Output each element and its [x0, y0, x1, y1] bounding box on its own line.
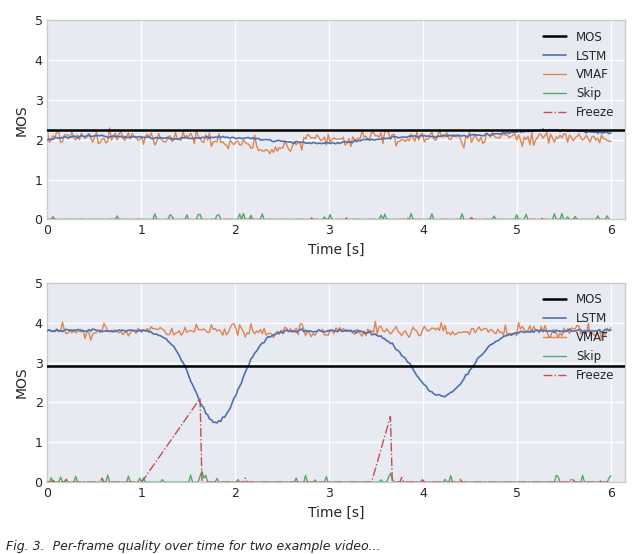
MOS [138, 363, 145, 370]
LSTM [607, 327, 615, 334]
Skip [379, 216, 387, 223]
LSTM [392, 346, 400, 353]
Freeze [247, 214, 255, 221]
VMAF [392, 323, 400, 330]
Skip [407, 210, 415, 217]
Freeze [390, 479, 398, 485]
Line: Freeze: Freeze [47, 218, 611, 219]
LSTM [381, 336, 388, 342]
VMAF [266, 150, 274, 157]
Y-axis label: MOS: MOS [15, 367, 29, 398]
VMAF [522, 136, 530, 143]
VMAF [558, 332, 566, 339]
Freeze [607, 216, 615, 223]
LSTM [332, 141, 340, 147]
LSTM [44, 136, 51, 143]
Freeze [381, 216, 388, 223]
Freeze [196, 395, 204, 402]
VMAF [607, 138, 615, 145]
VMAF [383, 127, 390, 134]
Freeze [379, 216, 387, 223]
Text: Fig. 3.  Per-frame quality over time for two example video...: Fig. 3. Per-frame quality over time for … [6, 540, 381, 553]
Skip [390, 479, 398, 485]
Legend: MOS, LSTM, VMAF, Skip, Freeze: MOS, LSTM, VMAF, Skip, Freeze [538, 289, 619, 387]
Line: LSTM: LSTM [47, 329, 611, 423]
X-axis label: Time [s]: Time [s] [308, 243, 364, 257]
Freeze [556, 216, 564, 223]
VMAF [106, 125, 113, 131]
Legend: MOS, LSTM, VMAF, Skip, Freeze: MOS, LSTM, VMAF, Skip, Freeze [538, 26, 619, 124]
VMAF [607, 324, 615, 331]
VMAF [44, 128, 51, 135]
Skip [379, 479, 387, 485]
LSTM [558, 127, 566, 134]
Freeze [381, 433, 388, 439]
Freeze [44, 479, 51, 485]
VMAF [392, 143, 400, 150]
LSTM [45, 326, 53, 333]
LSTM [44, 327, 51, 334]
Skip [45, 479, 53, 485]
Skip [520, 479, 528, 485]
Skip [556, 479, 564, 485]
LSTM [540, 126, 547, 132]
LSTM [381, 135, 388, 142]
MOS [138, 126, 145, 133]
Skip [198, 468, 206, 474]
Line: VMAF: VMAF [47, 321, 611, 340]
VMAF [381, 128, 388, 135]
Freeze [379, 439, 387, 446]
Freeze [520, 479, 528, 485]
Skip [381, 479, 388, 485]
Freeze [390, 216, 398, 223]
Freeze [607, 479, 615, 485]
VMAF [371, 318, 379, 325]
Line: LSTM: LSTM [47, 129, 611, 144]
Skip [44, 479, 51, 485]
VMAF [87, 337, 95, 343]
Skip [45, 216, 53, 223]
Line: Skip: Skip [47, 471, 611, 482]
Skip [556, 216, 564, 223]
LSTM [45, 136, 53, 142]
Line: Skip: Skip [47, 213, 611, 219]
Skip [388, 216, 396, 223]
Freeze [45, 216, 53, 223]
Freeze [45, 479, 53, 485]
VMAF [381, 329, 388, 335]
LSTM [558, 328, 566, 335]
LSTM [522, 329, 530, 335]
MOS [44, 363, 51, 370]
VMAF [522, 329, 530, 335]
VMAF [44, 327, 51, 334]
LSTM [298, 326, 306, 332]
LSTM [520, 129, 528, 135]
Y-axis label: MOS: MOS [15, 104, 29, 136]
VMAF [383, 326, 390, 332]
Line: Freeze: Freeze [47, 398, 611, 482]
Skip [44, 216, 51, 223]
LSTM [383, 337, 390, 344]
Freeze [556, 479, 564, 485]
Skip [520, 216, 528, 223]
Skip [607, 473, 615, 479]
VMAF [45, 139, 53, 146]
LSTM [390, 134, 398, 140]
VMAF [45, 326, 53, 333]
LSTM [379, 135, 387, 141]
Freeze [520, 216, 528, 223]
Line: VMAF: VMAF [47, 128, 611, 153]
LSTM [607, 130, 615, 136]
X-axis label: Time [s]: Time [s] [308, 506, 364, 520]
MOS [44, 126, 51, 133]
Skip [607, 216, 615, 223]
Skip [377, 212, 385, 218]
LSTM [213, 419, 221, 426]
VMAF [558, 135, 566, 141]
Freeze [44, 216, 51, 223]
